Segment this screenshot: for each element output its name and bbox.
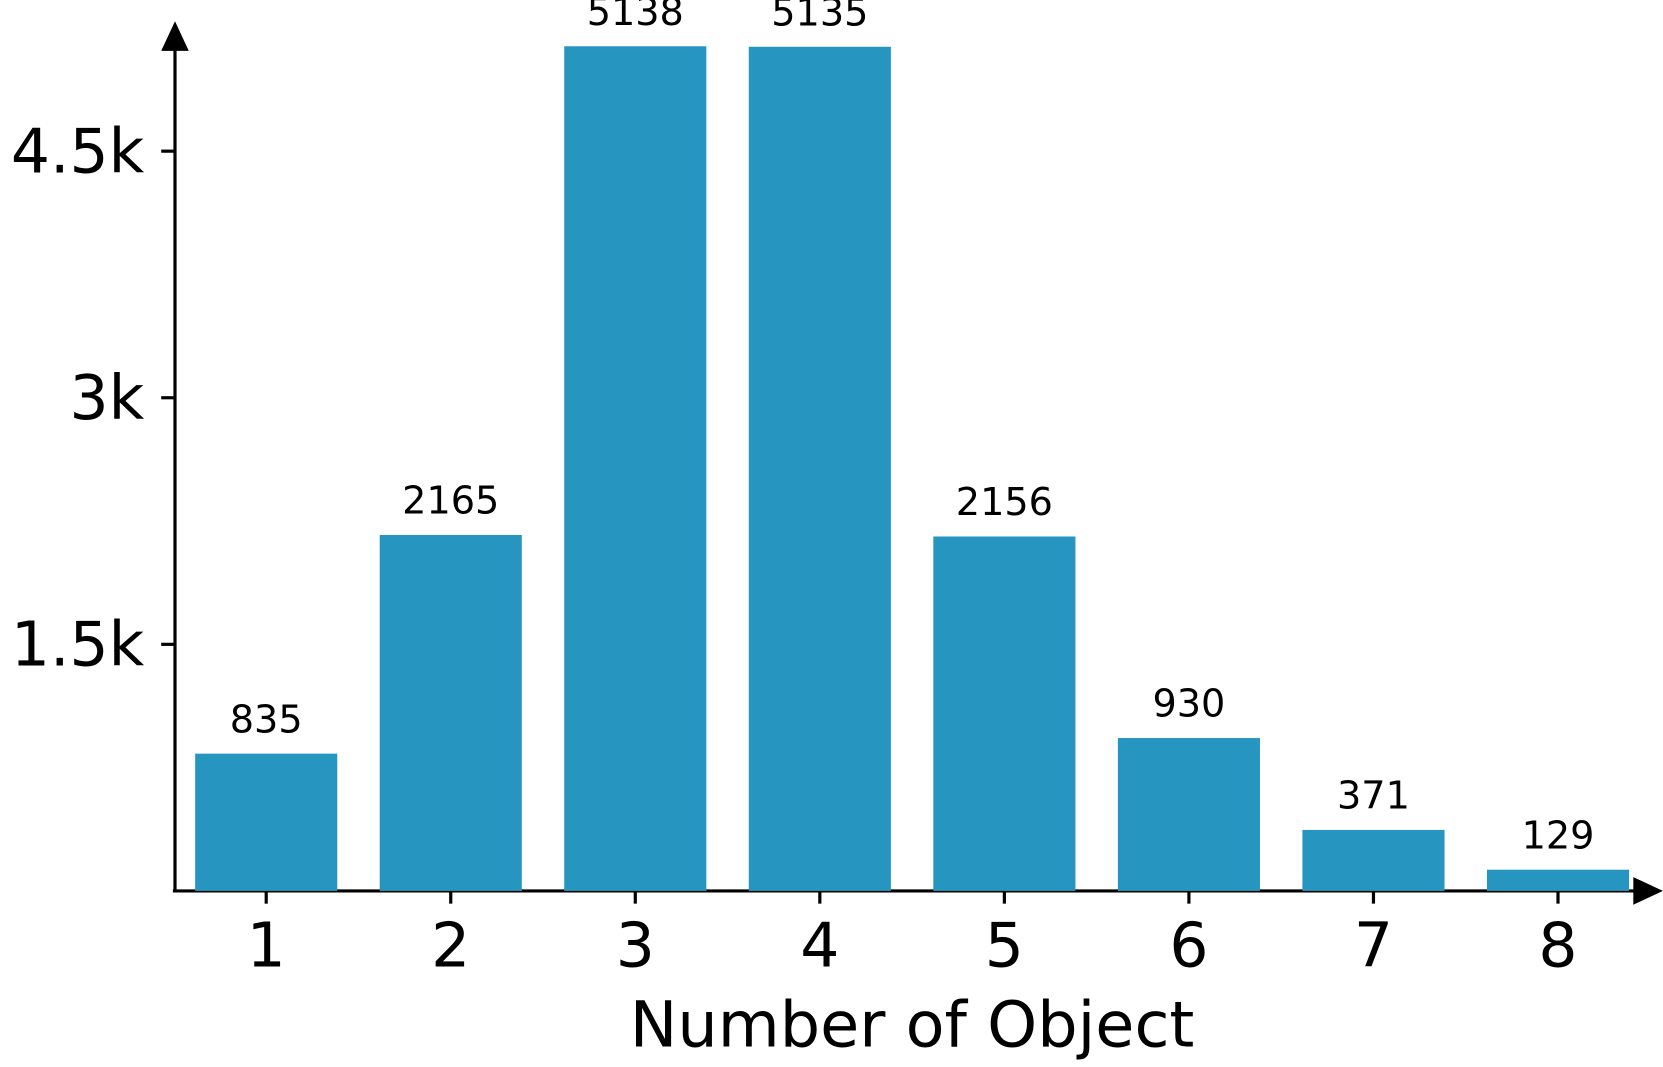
x-axis-label: Number of Object: [630, 988, 1195, 1062]
x-tick-label: 7: [1354, 909, 1393, 981]
y-tick-label: 4.5k: [11, 115, 145, 187]
x-tick-label: 2: [431, 909, 470, 981]
bar: [379, 535, 522, 891]
x-tick-label: 3: [616, 909, 655, 981]
bar: [933, 536, 1076, 891]
bar: [195, 753, 338, 891]
value-label: 129: [1522, 814, 1595, 858]
value-label: 5138: [587, 0, 684, 35]
value-label: 2165: [402, 480, 499, 524]
x-axis-arrow: [1633, 877, 1663, 905]
y-tick-label: 1.5k: [11, 609, 145, 681]
x-tick-label: 5: [985, 909, 1024, 981]
x-tick-label: 4: [800, 909, 839, 981]
x-tick-label: 6: [1169, 909, 1208, 981]
value-label: 2156: [956, 481, 1053, 525]
bar: [1117, 738, 1260, 891]
value-label: 930: [1152, 683, 1225, 727]
bar: [1486, 869, 1630, 891]
value-label: 371: [1337, 775, 1410, 819]
x-tick-label: 1: [247, 909, 286, 981]
bar: [748, 46, 891, 891]
bar: [564, 46, 707, 891]
value-label: 835: [230, 698, 303, 742]
value-label: 5135: [771, 0, 868, 35]
bar: [1302, 829, 1445, 891]
x-tick-label: 8: [1538, 909, 1577, 981]
y-axis-arrow: [161, 21, 189, 51]
y-tick-label: 3k: [69, 362, 144, 434]
